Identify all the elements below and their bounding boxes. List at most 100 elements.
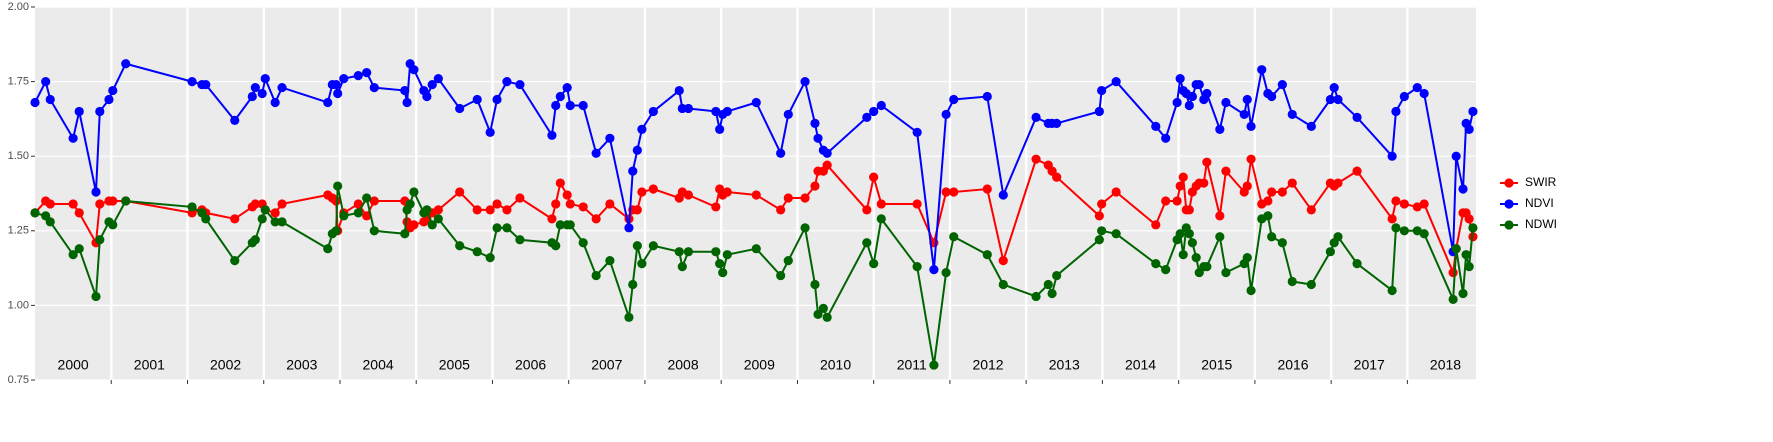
- point: [776, 148, 786, 158]
- legend-key-point: [1504, 199, 1514, 209]
- point: [485, 127, 495, 137]
- point: [1287, 109, 1297, 120]
- point: [74, 244, 84, 254]
- point: [433, 214, 443, 224]
- point: [1306, 279, 1316, 290]
- point: [1194, 79, 1204, 90]
- point: [45, 199, 55, 209]
- point: [1178, 250, 1188, 260]
- point: [422, 91, 432, 102]
- point: [941, 187, 951, 197]
- y-tick-label: 1.50: [8, 150, 29, 162]
- point: [565, 220, 575, 230]
- point: [591, 148, 601, 158]
- point: [715, 259, 725, 269]
- point: [45, 217, 55, 227]
- year-label: 2008: [667, 357, 698, 373]
- point: [578, 100, 588, 111]
- point: [1202, 88, 1212, 99]
- point: [1221, 166, 1231, 176]
- point: [624, 312, 634, 322]
- point: [776, 205, 786, 215]
- point: [1215, 232, 1225, 242]
- point: [353, 199, 363, 209]
- point: [929, 360, 939, 370]
- point: [551, 241, 561, 251]
- point: [674, 247, 684, 257]
- point: [813, 309, 823, 319]
- point: [369, 196, 379, 206]
- point: [941, 109, 951, 120]
- point: [1412, 202, 1422, 212]
- point: [605, 133, 615, 143]
- point: [912, 262, 922, 272]
- point: [648, 241, 658, 251]
- point: [1333, 178, 1343, 188]
- point: [1277, 187, 1287, 197]
- point: [711, 106, 721, 117]
- point: [1464, 124, 1474, 134]
- point: [1221, 97, 1231, 108]
- point: [30, 97, 40, 108]
- point: [257, 88, 267, 99]
- point: [1267, 232, 1277, 242]
- point: [427, 220, 437, 230]
- point: [628, 166, 638, 176]
- series-line: [34, 185, 1474, 366]
- point: [813, 133, 823, 143]
- point: [783, 193, 793, 203]
- year-label: 2000: [58, 357, 89, 373]
- point: [353, 208, 363, 218]
- point: [91, 291, 101, 302]
- point: [405, 199, 415, 209]
- point: [605, 256, 615, 266]
- point: [409, 187, 419, 197]
- point: [578, 202, 588, 212]
- point: [1277, 238, 1287, 248]
- point: [515, 79, 525, 90]
- point: [455, 103, 465, 114]
- point: [1468, 106, 1478, 117]
- point: [369, 82, 379, 93]
- point: [562, 82, 572, 93]
- point: [1468, 223, 1478, 233]
- point: [1412, 82, 1422, 93]
- point: [1172, 97, 1182, 108]
- point: [1391, 223, 1401, 233]
- point: [108, 196, 118, 206]
- point: [1031, 112, 1041, 123]
- point: [862, 238, 872, 248]
- point: [591, 270, 601, 281]
- point: [1352, 112, 1362, 123]
- point: [637, 187, 647, 197]
- point: [400, 85, 410, 96]
- point: [201, 214, 211, 224]
- point: [455, 187, 465, 197]
- point: [1325, 94, 1335, 105]
- point: [800, 223, 810, 233]
- point: [247, 91, 257, 102]
- point: [187, 202, 197, 212]
- point: [1419, 199, 1429, 209]
- point: [409, 65, 419, 75]
- point: [1047, 288, 1057, 299]
- point: [68, 250, 78, 260]
- point: [1094, 106, 1104, 117]
- year-label: 2018: [1430, 357, 1461, 373]
- point: [876, 100, 886, 111]
- y-tick-label: 1.75: [8, 76, 29, 88]
- point: [260, 74, 270, 84]
- point: [1175, 229, 1185, 239]
- point: [949, 187, 959, 197]
- point: [1043, 279, 1053, 290]
- point: [818, 303, 828, 313]
- point: [1191, 253, 1201, 263]
- point: [1399, 199, 1409, 209]
- point: [800, 77, 810, 87]
- point: [1246, 285, 1256, 296]
- point: [323, 244, 333, 254]
- series-line: [34, 60, 1474, 270]
- point: [1172, 196, 1182, 206]
- point: [982, 91, 992, 102]
- point: [121, 59, 131, 69]
